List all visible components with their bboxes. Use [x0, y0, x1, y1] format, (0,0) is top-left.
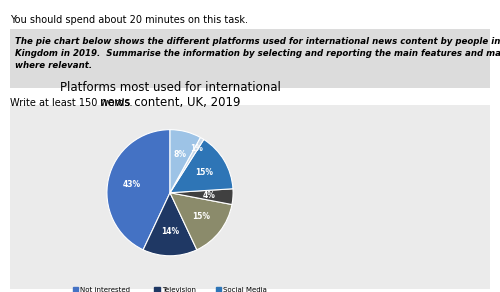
Wedge shape — [170, 193, 232, 250]
Text: 4%: 4% — [202, 191, 215, 200]
Wedge shape — [170, 189, 233, 204]
Title: Platforms most used for international
news content, UK, 2019: Platforms most used for international ne… — [60, 81, 280, 109]
Text: 14%: 14% — [161, 227, 179, 236]
Text: You should spend about 20 minutes on this task.: You should spend about 20 minutes on thi… — [10, 15, 248, 25]
Text: 43%: 43% — [123, 180, 141, 189]
Legend: Not interested, Word of mouth, Printed Newspapers, Television, Other Internet, S: Not interested, Word of mouth, Printed N… — [70, 284, 270, 292]
Text: The pie chart below shows the different platforms used for international news co: The pie chart below shows the different … — [15, 36, 500, 70]
Wedge shape — [170, 140, 233, 193]
Wedge shape — [143, 193, 197, 256]
Text: 8%: 8% — [173, 150, 186, 159]
Text: Write at least 150 words.: Write at least 150 words. — [10, 98, 132, 108]
Text: 1%: 1% — [190, 144, 203, 153]
Wedge shape — [170, 138, 204, 193]
Wedge shape — [107, 130, 170, 250]
Text: 15%: 15% — [194, 168, 212, 177]
Wedge shape — [170, 130, 200, 193]
Text: 15%: 15% — [192, 212, 210, 221]
